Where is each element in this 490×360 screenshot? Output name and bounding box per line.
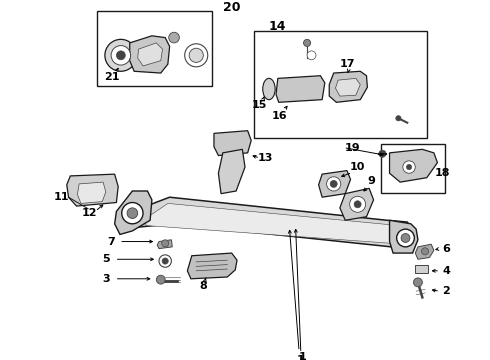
Circle shape — [159, 255, 171, 267]
Text: 2: 2 — [442, 286, 450, 296]
Circle shape — [122, 203, 143, 224]
Circle shape — [401, 234, 410, 242]
Polygon shape — [77, 182, 106, 203]
Text: 4: 4 — [442, 266, 450, 276]
Polygon shape — [336, 78, 360, 96]
Text: 8: 8 — [199, 281, 207, 291]
Circle shape — [396, 229, 415, 247]
Circle shape — [403, 161, 415, 173]
Circle shape — [127, 208, 138, 219]
Text: 5: 5 — [102, 254, 110, 264]
Circle shape — [162, 240, 169, 247]
Circle shape — [111, 46, 131, 65]
Text: 9: 9 — [368, 176, 376, 186]
Text: 7: 7 — [107, 237, 115, 247]
Ellipse shape — [263, 78, 275, 100]
Polygon shape — [219, 149, 245, 194]
Circle shape — [303, 39, 311, 46]
Polygon shape — [138, 43, 163, 66]
Polygon shape — [214, 131, 251, 156]
Text: 19: 19 — [344, 143, 360, 153]
Circle shape — [414, 278, 422, 287]
Polygon shape — [115, 191, 152, 234]
Bar — [97, 11, 212, 86]
Bar — [254, 31, 427, 138]
Polygon shape — [329, 71, 368, 102]
Text: 17: 17 — [339, 59, 355, 69]
Circle shape — [307, 51, 316, 60]
Bar — [415, 265, 428, 274]
Bar — [381, 144, 444, 193]
Polygon shape — [390, 149, 438, 182]
Circle shape — [396, 116, 401, 121]
Text: 3: 3 — [102, 274, 110, 284]
Circle shape — [169, 32, 179, 43]
Polygon shape — [157, 240, 172, 249]
Polygon shape — [415, 244, 434, 259]
Text: 6: 6 — [442, 244, 450, 254]
Text: 1: 1 — [297, 355, 305, 360]
Polygon shape — [130, 197, 415, 247]
Circle shape — [162, 258, 168, 264]
Circle shape — [189, 48, 203, 62]
Text: 12: 12 — [82, 208, 98, 218]
Polygon shape — [67, 174, 118, 206]
Text: 21: 21 — [104, 72, 120, 82]
Polygon shape — [340, 188, 373, 220]
Circle shape — [326, 177, 341, 191]
Text: 16: 16 — [272, 111, 288, 121]
Circle shape — [406, 165, 412, 170]
Circle shape — [421, 248, 429, 255]
Polygon shape — [143, 203, 409, 243]
Polygon shape — [187, 253, 237, 279]
Text: 14: 14 — [269, 21, 287, 33]
Polygon shape — [390, 220, 418, 253]
Text: 10: 10 — [350, 162, 366, 172]
Text: 18: 18 — [435, 168, 450, 178]
Polygon shape — [130, 36, 170, 73]
Circle shape — [350, 196, 366, 212]
Circle shape — [185, 44, 208, 67]
Text: 15: 15 — [251, 100, 267, 110]
Text: 11: 11 — [54, 192, 69, 202]
Circle shape — [354, 201, 361, 208]
Circle shape — [330, 180, 337, 188]
Circle shape — [379, 150, 386, 157]
Circle shape — [156, 275, 165, 284]
Text: 1: 1 — [299, 352, 307, 360]
Polygon shape — [276, 76, 325, 102]
Circle shape — [117, 51, 125, 60]
Circle shape — [105, 39, 137, 71]
Polygon shape — [318, 171, 350, 197]
Text: 13: 13 — [258, 153, 273, 163]
Text: 20: 20 — [223, 1, 241, 14]
